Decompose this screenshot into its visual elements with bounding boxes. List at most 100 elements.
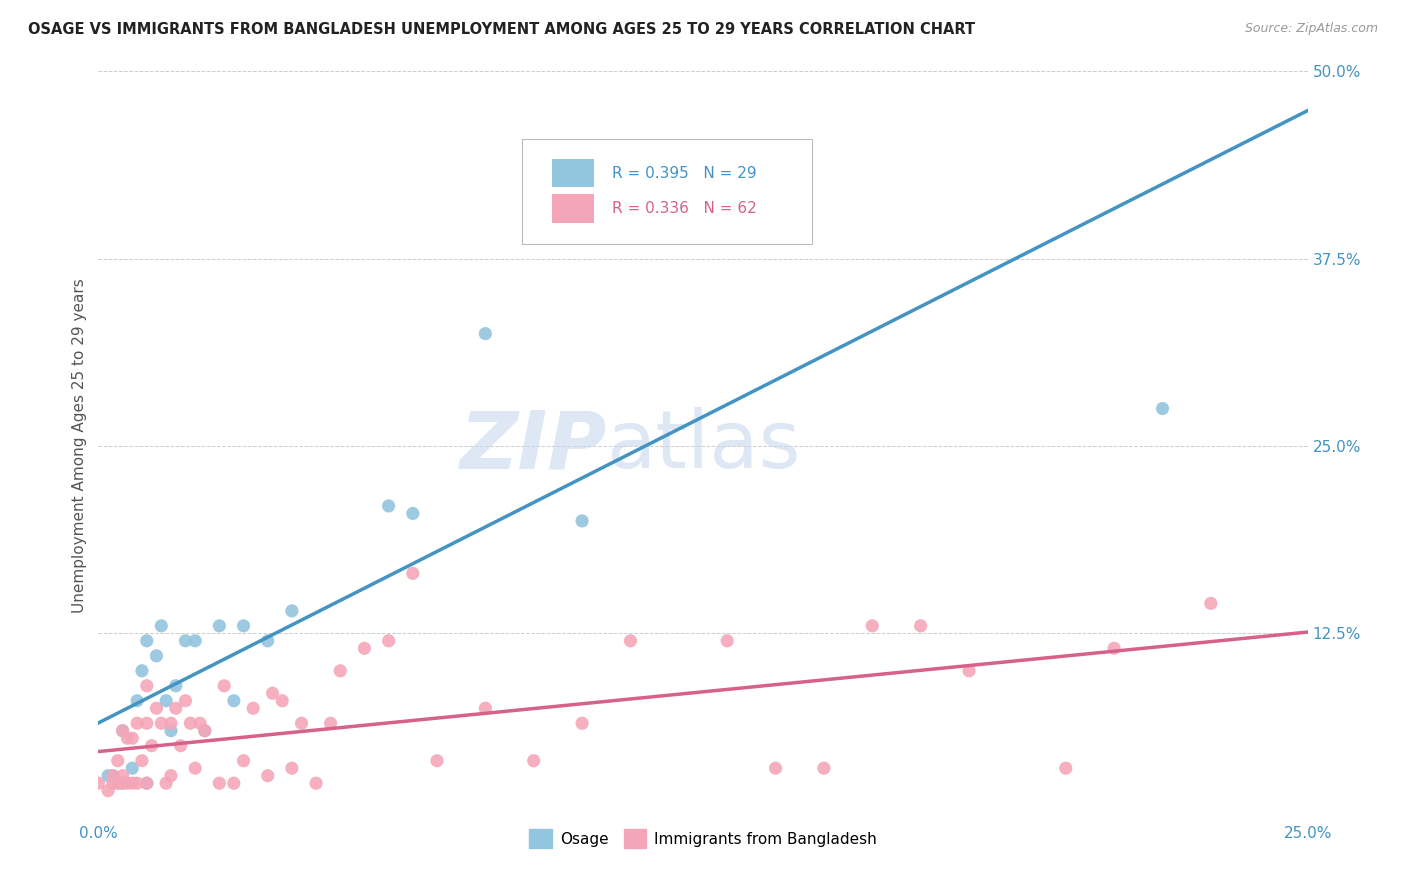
Point bbox=[1102, 641, 1125, 656]
Point bbox=[765, 761, 787, 775]
Point bbox=[101, 776, 124, 790]
Point bbox=[957, 664, 980, 678]
Point bbox=[184, 761, 207, 775]
Point bbox=[135, 679, 157, 693]
Point bbox=[150, 619, 173, 633]
Legend: Osage, Immigrants from Bangladesh: Osage, Immigrants from Bangladesh bbox=[523, 823, 883, 855]
Point bbox=[222, 776, 245, 790]
Point bbox=[121, 761, 143, 775]
Point bbox=[107, 776, 129, 790]
Point bbox=[813, 761, 835, 775]
Point bbox=[194, 723, 217, 738]
Point bbox=[101, 769, 124, 783]
FancyBboxPatch shape bbox=[522, 139, 811, 244]
Point bbox=[377, 633, 399, 648]
Point bbox=[111, 723, 134, 738]
Point bbox=[1054, 761, 1077, 775]
Point bbox=[194, 723, 217, 738]
Point bbox=[121, 776, 143, 790]
Point bbox=[402, 566, 425, 581]
Point bbox=[256, 769, 278, 783]
Text: R = 0.336   N = 62: R = 0.336 N = 62 bbox=[613, 201, 756, 216]
Point bbox=[107, 776, 129, 790]
Point bbox=[208, 619, 231, 633]
Point bbox=[127, 716, 149, 731]
Point bbox=[160, 723, 183, 738]
Point bbox=[155, 776, 177, 790]
Point bbox=[179, 716, 201, 731]
Point bbox=[160, 769, 183, 783]
Point bbox=[910, 619, 932, 633]
Point bbox=[131, 754, 153, 768]
Point bbox=[117, 776, 139, 790]
Point bbox=[111, 776, 134, 790]
Point bbox=[174, 694, 197, 708]
Point bbox=[619, 633, 641, 648]
FancyBboxPatch shape bbox=[551, 159, 595, 187]
Point bbox=[188, 716, 211, 731]
Point bbox=[135, 633, 157, 648]
Point bbox=[165, 679, 187, 693]
Point bbox=[165, 701, 187, 715]
Point bbox=[135, 776, 157, 790]
Point bbox=[305, 776, 328, 790]
Point bbox=[160, 716, 183, 731]
Point bbox=[329, 664, 352, 678]
Point bbox=[87, 776, 110, 790]
Point bbox=[319, 716, 342, 731]
Point bbox=[127, 694, 149, 708]
Text: ZIP: ZIP bbox=[458, 407, 606, 485]
Point bbox=[377, 499, 399, 513]
Point bbox=[121, 731, 143, 746]
Point bbox=[242, 701, 264, 715]
Point bbox=[232, 619, 254, 633]
Y-axis label: Unemployment Among Ages 25 to 29 years: Unemployment Among Ages 25 to 29 years bbox=[72, 278, 87, 614]
Point bbox=[141, 739, 163, 753]
Point bbox=[256, 633, 278, 648]
Point bbox=[262, 686, 284, 700]
Point bbox=[232, 754, 254, 768]
Point bbox=[281, 761, 304, 775]
Point bbox=[281, 604, 304, 618]
Point bbox=[222, 694, 245, 708]
Point bbox=[353, 641, 375, 656]
Point bbox=[150, 716, 173, 731]
Point bbox=[131, 664, 153, 678]
Point bbox=[571, 514, 593, 528]
Text: R = 0.395   N = 29: R = 0.395 N = 29 bbox=[613, 166, 756, 181]
Point bbox=[135, 776, 157, 790]
Point bbox=[117, 731, 139, 746]
Point bbox=[97, 783, 120, 797]
Point bbox=[174, 633, 197, 648]
Text: atlas: atlas bbox=[606, 407, 800, 485]
Point bbox=[1152, 401, 1174, 416]
Point bbox=[155, 694, 177, 708]
Point bbox=[474, 326, 496, 341]
Point bbox=[571, 716, 593, 731]
Point bbox=[208, 776, 231, 790]
Point bbox=[290, 716, 312, 731]
Point bbox=[111, 776, 134, 790]
Point bbox=[474, 701, 496, 715]
Point bbox=[789, 146, 811, 161]
Point bbox=[1199, 596, 1222, 610]
Text: Source: ZipAtlas.com: Source: ZipAtlas.com bbox=[1244, 22, 1378, 36]
Point bbox=[145, 648, 167, 663]
Point bbox=[127, 776, 149, 790]
Point bbox=[97, 769, 120, 783]
Point bbox=[101, 769, 124, 783]
Point bbox=[402, 507, 425, 521]
Point bbox=[111, 769, 134, 783]
Point bbox=[212, 679, 235, 693]
Point bbox=[169, 739, 191, 753]
Point bbox=[271, 694, 294, 708]
Point bbox=[107, 754, 129, 768]
Point bbox=[860, 619, 883, 633]
FancyBboxPatch shape bbox=[551, 194, 595, 223]
Point bbox=[145, 701, 167, 715]
Text: OSAGE VS IMMIGRANTS FROM BANGLADESH UNEMPLOYMENT AMONG AGES 25 TO 29 YEARS CORRE: OSAGE VS IMMIGRANTS FROM BANGLADESH UNEM… bbox=[28, 22, 976, 37]
Point bbox=[523, 754, 546, 768]
Point bbox=[111, 723, 134, 738]
Point bbox=[184, 633, 207, 648]
Point bbox=[716, 633, 738, 648]
